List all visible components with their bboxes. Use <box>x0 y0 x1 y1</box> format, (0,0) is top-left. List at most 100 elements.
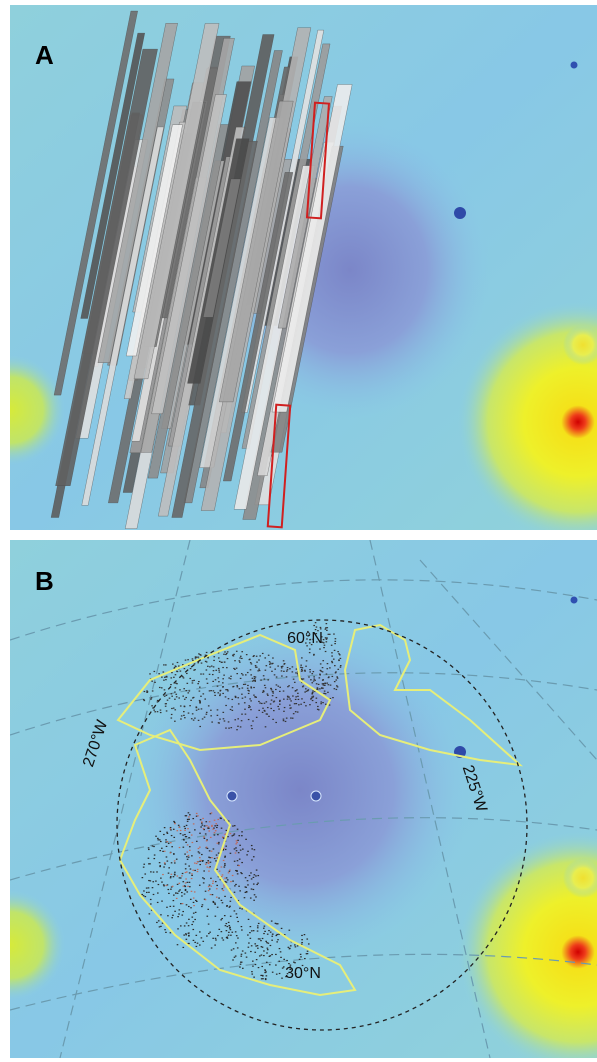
feature-dot <box>187 819 189 820</box>
feature-dot <box>157 839 159 840</box>
feature-dot <box>227 926 229 927</box>
feature-dot <box>265 941 267 942</box>
feature-dot <box>172 886 174 887</box>
feature-dot <box>266 665 268 666</box>
feature-dot <box>247 688 249 689</box>
feature-dot <box>192 818 194 819</box>
feature-dot <box>163 866 165 867</box>
feature-dot <box>199 857 201 858</box>
feature-dot <box>179 909 181 910</box>
feature-dot <box>208 871 210 872</box>
feature-dot <box>307 951 309 952</box>
feature-dot <box>240 964 242 965</box>
feature-dot <box>238 886 240 887</box>
feature-dot <box>325 693 327 694</box>
feature-dot <box>161 677 163 678</box>
feature-dot <box>177 662 179 663</box>
feature-dot <box>173 854 175 855</box>
feature-dot <box>157 892 159 893</box>
feature-dot <box>214 944 216 945</box>
feature-dot <box>237 921 239 922</box>
feature-dot <box>263 928 265 929</box>
feature-dot <box>308 676 310 677</box>
feature-dot <box>287 669 289 670</box>
feature-dot <box>255 896 257 897</box>
feature-dot <box>266 975 268 976</box>
feature-dot <box>266 942 268 943</box>
feature-dot <box>198 851 200 852</box>
feature-dot <box>235 696 237 697</box>
feature-dot <box>209 885 211 886</box>
feature-dot <box>214 825 216 826</box>
feature-dot <box>239 845 241 846</box>
feature-dot <box>206 935 208 936</box>
feature-dot <box>289 668 291 669</box>
feature-dot <box>320 663 322 664</box>
feature-dot <box>232 825 234 826</box>
feature-dot <box>256 717 258 718</box>
feature-dot <box>198 848 200 849</box>
feature-dot <box>213 660 215 661</box>
feature-dot <box>232 710 234 711</box>
feature-dot <box>254 680 256 681</box>
feature-dot <box>227 689 229 690</box>
feature-dot <box>221 918 223 919</box>
feature-dot <box>204 698 206 699</box>
feature-dot <box>225 846 227 847</box>
feature-dot <box>210 878 212 879</box>
feature-dot <box>205 891 207 892</box>
feature-dot <box>207 828 209 829</box>
feature-dot <box>234 669 236 670</box>
feature-dot <box>315 622 317 623</box>
feature-dot <box>159 850 161 851</box>
feature-dot <box>188 712 190 713</box>
feature-dot <box>180 833 182 834</box>
feature-dot <box>218 668 220 669</box>
feature-dot <box>225 849 227 850</box>
feature-dot <box>248 705 250 706</box>
feature-dot <box>340 658 342 659</box>
feature-dot <box>187 844 189 845</box>
feature-dot <box>189 832 191 833</box>
feature-dot <box>301 942 303 943</box>
feature-dot <box>185 933 187 934</box>
feature-dot <box>226 653 228 654</box>
feature-dot <box>288 947 290 948</box>
feature-dot <box>226 667 228 668</box>
feature-dot <box>194 829 196 830</box>
feature-dot <box>172 915 174 916</box>
feature-dot <box>171 672 173 673</box>
feature-dot <box>224 856 226 857</box>
feature-dot <box>159 865 161 866</box>
feature-dot <box>213 666 215 667</box>
feature-dot <box>237 726 239 727</box>
feature-dot <box>320 703 322 704</box>
feature-dot <box>204 838 206 839</box>
feature-dot <box>177 875 179 876</box>
feature-dot <box>206 840 208 841</box>
feature-dot <box>293 679 295 680</box>
feature-dot <box>174 667 176 668</box>
feature-dot <box>276 684 278 685</box>
feature-dot <box>222 712 224 713</box>
feature-dot <box>202 861 204 862</box>
feature-dot <box>186 904 188 905</box>
feature-dot <box>230 676 232 677</box>
feature-dot <box>311 673 313 674</box>
feature-dot <box>228 925 230 926</box>
feature-dot <box>251 663 253 664</box>
feature-dot <box>334 681 336 682</box>
feature-dot <box>217 825 219 826</box>
feature-dot <box>230 935 232 936</box>
feature-dot <box>257 948 259 949</box>
feature-dot <box>228 677 230 678</box>
feature-dot <box>228 935 230 936</box>
feature-dot <box>171 917 173 918</box>
feature-dot <box>309 652 311 653</box>
feature-dot <box>251 973 253 974</box>
feature-dot <box>237 686 239 687</box>
feature-dot <box>304 958 306 959</box>
feature-dot <box>250 709 252 710</box>
feature-dot <box>201 821 203 822</box>
feature-dot <box>161 901 163 902</box>
